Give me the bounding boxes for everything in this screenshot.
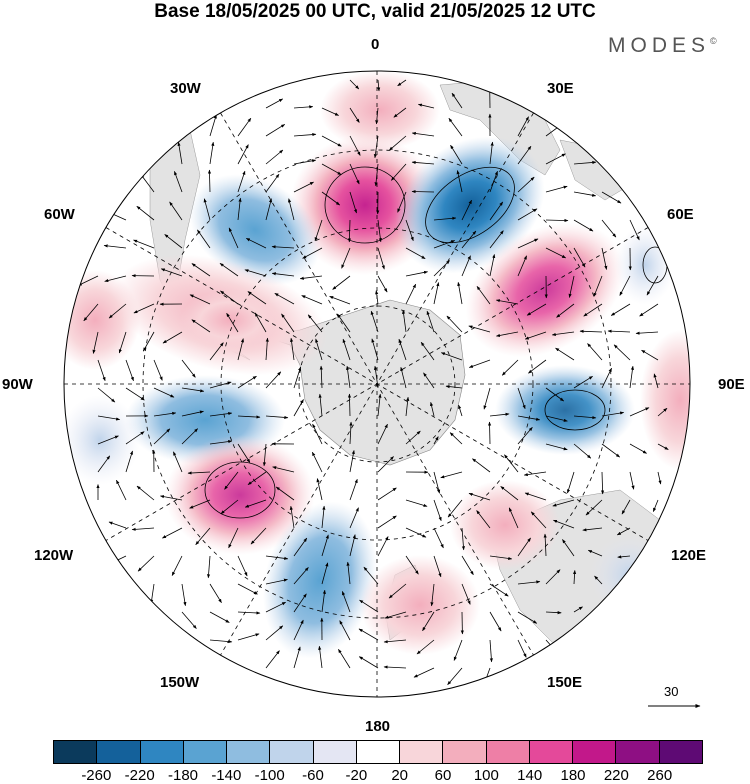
- anomaly-pos-90e-right: [640, 330, 720, 470]
- colorbar-swatch: [487, 741, 530, 763]
- lon-label-0: 0: [371, 36, 379, 53]
- colorbar-swatch: [443, 741, 486, 763]
- reference-vector-label: 30: [664, 684, 678, 699]
- lon-label-150e: 150E: [547, 674, 582, 691]
- colorbar-tick-label: 60: [435, 767, 452, 784]
- colorbar-tick-label: 180: [560, 767, 585, 784]
- anomaly-neg-w90-left: [60, 395, 140, 485]
- anomaly-neg-90e: [495, 365, 635, 455]
- colorbar-tick-label: 260: [647, 767, 672, 784]
- colorbar-tick-label: -100: [255, 767, 285, 784]
- anomaly-pos-60w-core: [180, 290, 280, 350]
- colorbar-tick-label: 20: [391, 767, 408, 784]
- colorbar: [53, 740, 703, 764]
- colorbar-tick-label: -260: [81, 767, 111, 784]
- colorbar-swatch: [400, 741, 443, 763]
- colorbar-tick-label: -140: [211, 767, 241, 784]
- colorbar-swatch: [314, 741, 357, 763]
- colorbar-swatch: [573, 741, 616, 763]
- colorbar-tick-label: 140: [517, 767, 542, 784]
- colorbar-swatch: [530, 741, 573, 763]
- lon-label-120e: 120E: [671, 547, 706, 564]
- colorbar-tick-label: 100: [474, 767, 499, 784]
- colorbar-tick-label: -180: [168, 767, 198, 784]
- colorbar-tick-label: -20: [345, 767, 367, 784]
- lon-label-30e: 30E: [547, 80, 574, 97]
- anomaly-pos-w90-upper: [50, 270, 140, 370]
- colorbar-tick-label: 220: [604, 767, 629, 784]
- lon-label-120w: 120W: [34, 547, 73, 564]
- colorbar-swatch: [357, 741, 400, 763]
- colorbar-ticks: -260 -220 -180 -140 -100 -60 -20 20 60 100 140 180 2…: [0, 767, 750, 783]
- lon-label-60e: 60E: [667, 206, 694, 223]
- lon-label-180: 180: [365, 718, 390, 735]
- colorbar-swatch: [97, 741, 140, 763]
- colorbar-swatch: [270, 741, 313, 763]
- colorbar-tick-label: -220: [125, 767, 155, 784]
- anomaly-neg-120e: [590, 535, 670, 615]
- colorbar-tick-label: -60: [302, 767, 324, 784]
- colorbar-swatch: [616, 741, 659, 763]
- colorbar-swatch: [184, 741, 227, 763]
- colorbar-swatch: [54, 741, 97, 763]
- colorbar-swatch: [141, 741, 184, 763]
- lon-label-30w: 30W: [170, 80, 201, 97]
- lon-label-90e: 90E: [718, 376, 745, 393]
- lon-label-150w: 150W: [160, 674, 199, 691]
- wind-vector: [490, 422, 491, 444]
- colorbar-swatch: [227, 741, 270, 763]
- colorbar-swatch: [660, 741, 702, 763]
- anomaly-pos-0-left: [320, 70, 440, 150]
- lon-label-60w: 60W: [44, 206, 75, 223]
- lon-label-90w: 90W: [2, 376, 33, 393]
- wind-vector: [412, 192, 434, 193]
